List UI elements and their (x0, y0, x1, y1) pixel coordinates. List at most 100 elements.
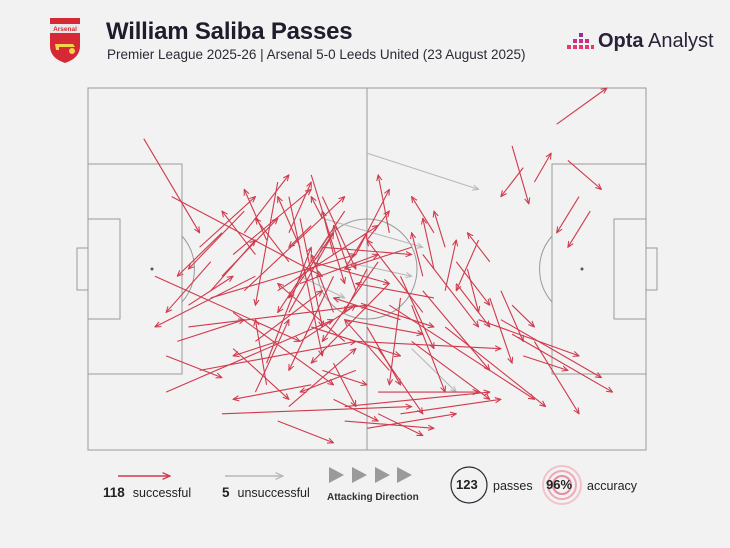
direction-arrow-icon (375, 467, 390, 483)
successful-pass-arrow (210, 240, 256, 292)
successful-pass-arrow (289, 225, 312, 248)
successful-count: 118 (103, 485, 125, 500)
successful-pass-arrow (221, 218, 278, 277)
successful-pass-arrow (422, 290, 490, 371)
successful-pass-arrow (322, 246, 411, 254)
successful-pass-arrow (533, 153, 551, 183)
successful-pass-arrow (322, 211, 335, 255)
successful-pass-arrow (311, 261, 389, 284)
successful-pass-arrow (154, 275, 300, 341)
successful-pass-arrow (455, 261, 489, 305)
successful-pass-arrow (511, 145, 529, 204)
successful-pass-arrow (345, 320, 390, 371)
accuracy-ring (542, 465, 582, 505)
unsuccessful-label: unsuccessful (237, 486, 310, 500)
direction-arrow-icon (329, 467, 344, 483)
successful-pass-arrow (412, 233, 424, 277)
right-penalty-arc (539, 235, 553, 303)
successful-pass-arrow (533, 341, 579, 413)
successful-pass-arrow (255, 291, 322, 342)
attacking-direction-arrows (329, 467, 412, 483)
successful-pass-arrow (277, 226, 378, 292)
successful-pass-arrow (434, 211, 446, 248)
brand-bold: Opta (598, 30, 644, 52)
successful-pass-arrow (377, 413, 423, 436)
right-penalty-spot (580, 267, 584, 271)
successful-pass-arrow (299, 218, 322, 327)
successful-pass-arrow (289, 276, 335, 370)
opta-analyst-logo: Opta Analyst (565, 30, 714, 53)
successful-pass-arrow (322, 369, 367, 384)
successful-pass-arrow (266, 247, 312, 364)
right-goal (645, 247, 658, 291)
successful-pass-arrow (333, 362, 356, 406)
left-penalty-box (87, 163, 183, 375)
successful-pass-arrow (232, 311, 333, 384)
successful-pass-arrow (243, 175, 289, 234)
successful-pass-arrow (155, 275, 256, 327)
page-subtitle: Premier League 2025-26 | Arsenal 5-0 Lee… (107, 47, 526, 62)
successful-pass-arrow (288, 349, 356, 407)
successful-pass-arrow (356, 283, 435, 299)
successful-pass-arrow (389, 297, 402, 385)
successful-pass-arrow (366, 304, 434, 327)
crest-text: Arsenal (53, 26, 77, 33)
successful-pass-arrow (378, 175, 390, 233)
successful-pass-arrow (400, 399, 500, 415)
successful-pass-arrow (233, 340, 278, 355)
successful-pass-arrow (489, 297, 512, 363)
successful-pass-arrow (456, 239, 480, 291)
right-penalty-box (551, 163, 647, 375)
opta-logo-icon (567, 32, 594, 49)
left-six-yard-box (87, 218, 121, 320)
unsuccessful-pass-arrow (366, 152, 479, 189)
successful-pass-arrow (255, 218, 290, 263)
legend-unsuccessful: 5 unsuccessful (222, 485, 310, 500)
successful-pass-arrow (344, 233, 367, 270)
legend-successful: 118 successful (103, 485, 191, 500)
successful-pass-arrow (557, 196, 580, 233)
successful-pass-arrow (322, 261, 379, 342)
unsuccessful-pass-arrow (411, 348, 457, 392)
successful-pass-arrow (523, 355, 568, 370)
accuracy-label: accuracy (587, 479, 638, 493)
successful-pass-arrow (511, 304, 534, 327)
successful-pass-arrow (255, 182, 279, 305)
successful-pass-arrow (366, 414, 456, 429)
successful-pass-arrow (188, 305, 367, 328)
successful-pass-arrow (500, 290, 523, 342)
successful-pass-arrow (289, 232, 334, 298)
direction-arrow-icon (352, 467, 367, 483)
successful-pass-arrow (165, 355, 222, 378)
unsuccessful-count: 5 (222, 485, 230, 500)
left-goal (76, 247, 89, 291)
successful-pass-arrow (412, 197, 435, 234)
successful-pass-arrow (171, 196, 323, 277)
successful-pass-arrow (300, 369, 357, 392)
successful-pass-arrow (311, 255, 335, 313)
successful-pass-arrow (411, 340, 490, 399)
successful-pass-arrow (165, 320, 333, 393)
successful-pass-arrow (399, 276, 433, 348)
successful-pass-arrow (355, 340, 501, 348)
passes-count-ring (450, 466, 488, 504)
successful-pass-arrow (377, 348, 423, 414)
right-six-yard-box (613, 218, 647, 320)
brand-light: Analyst (648, 30, 714, 52)
successful-pass-arrow (278, 283, 346, 342)
successful-pass-arrow (277, 420, 334, 443)
successful-pass-arrow (556, 88, 607, 125)
page-title: William Saliba Passes (106, 18, 353, 45)
successful-pass-arrow (345, 268, 368, 312)
successful-pass-arrow (344, 319, 423, 334)
passes-count: 123 (456, 477, 478, 492)
successful-pass-arrow (333, 398, 379, 421)
passes-label: passes (493, 479, 533, 493)
successful-pass-arrow (334, 298, 401, 321)
successful-pass-arrow (199, 341, 356, 371)
accuracy-value: 96% (546, 477, 573, 492)
left-penalty-spot (150, 267, 154, 271)
successful-pass-arrow (311, 197, 323, 219)
successful-pass-arrow (288, 182, 311, 234)
